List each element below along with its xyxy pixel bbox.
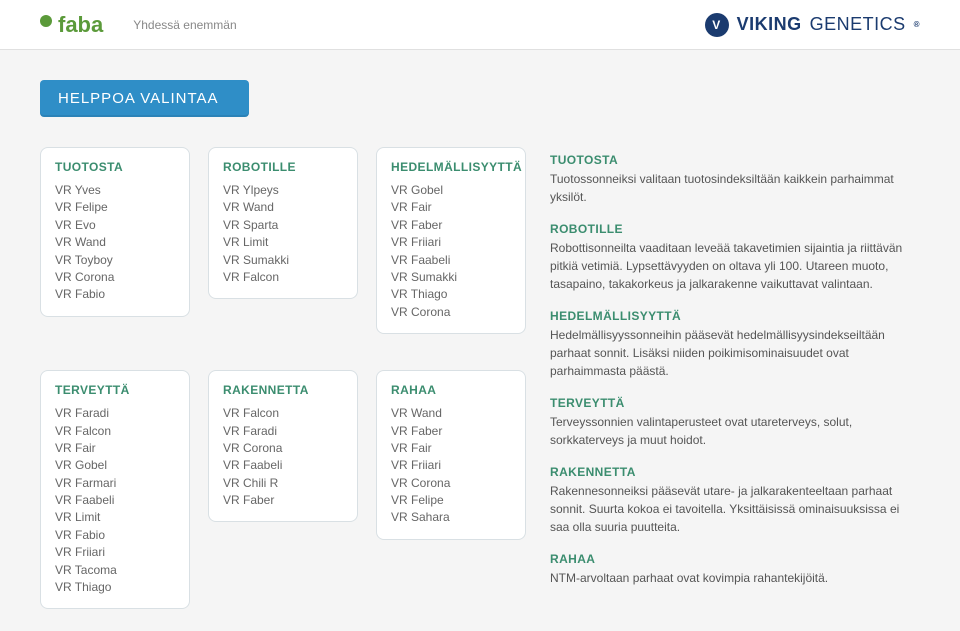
list-item: VR Fabio [55, 527, 175, 544]
list-item: VR Limit [223, 234, 343, 251]
descriptions-column: TUOTOSTA Tuotossonneiksi valitaan tuotos… [544, 147, 920, 601]
top-grid: TUOTOSTA VR YvesVR FelipeVR EvoVR WandVR… [40, 147, 920, 609]
list-item: VR Faabeli [223, 457, 343, 474]
list-item: VR Gobel [391, 182, 511, 199]
list-item: VR Ylpeys [223, 182, 343, 199]
faba-logo-text: faba [58, 12, 103, 38]
list-item: VR Sumakki [391, 269, 511, 286]
desc-title: RAHAA [550, 550, 914, 568]
desc-rakennetta: RAKENNETTA Rakennesonneiksi pääsevät uta… [550, 463, 914, 536]
desc-tuotosta: TUOTOSTA Tuotossonneiksi valitaan tuotos… [550, 151, 914, 206]
list-item: VR Falcon [223, 269, 343, 286]
desc-text: Terveyssonnien valintaperusteet ovat uta… [550, 413, 914, 449]
card-hedelm: HEDELMÄLLISYYTTÄ VR GobelVR FairVR Faber… [376, 147, 526, 334]
list-item: VR Fair [55, 440, 175, 457]
list-item: VR Toyboy [55, 252, 175, 269]
viking-badge-icon: V [705, 13, 729, 37]
list-item: VR Faradi [223, 423, 343, 440]
list-item: VR Wand [223, 199, 343, 216]
list-item: VR Faabeli [55, 492, 175, 509]
card-terveytta: TERVEYTTÄ VR FaradiVR FalconVR FairVR Go… [40, 370, 190, 609]
desc-title: TUOTOSTA [550, 151, 914, 169]
list-item: VR Faradi [55, 405, 175, 422]
viking-logo-bold: VIKING [737, 14, 802, 35]
list-item: VR Gobel [55, 457, 175, 474]
list-item: VR Wand [55, 234, 175, 251]
list-item: VR Tacoma [55, 562, 175, 579]
list-item: VR Sparta [223, 217, 343, 234]
card-title: ROBOTILLE [223, 160, 343, 174]
desc-title: HEDELMÄLLISYYTTÄ [550, 307, 914, 325]
desc-robotille: ROBOTILLE Robottisonneilta vaaditaan lev… [550, 220, 914, 293]
faba-dot-icon [40, 15, 52, 27]
page-content: HELPPOA VALINTAA TUOTOSTA VR YvesVR Feli… [0, 50, 960, 629]
desc-text: Hedelmällisyyssonneihin pääsevät hedelmä… [550, 326, 914, 380]
list-item: VR Corona [223, 440, 343, 457]
list-item: VR Falcon [223, 405, 343, 422]
list-item: VR Farmari [55, 475, 175, 492]
list-item: VR Faber [391, 423, 511, 440]
list-item: VR Thiago [391, 286, 511, 303]
list-item: VR Sahara [391, 509, 511, 526]
list-item: VR Evo [55, 217, 175, 234]
desc-terveytta: TERVEYTTÄ Terveyssonnien valintaperustee… [550, 394, 914, 449]
list-item: VR Corona [391, 304, 511, 321]
card-rahaa: RAHAA VR WandVR FaberVR FairVR FriiariVR… [376, 370, 526, 540]
viking-logo-thin: GENETICS [810, 14, 906, 35]
card-title: RAHAA [391, 383, 511, 397]
page-header: faba Yhdessä enemmän V VIKING GENETICS ® [0, 0, 960, 50]
card-list: VR FaradiVR FalconVR FairVR GobelVR Farm… [55, 405, 175, 596]
list-item: VR Friiari [55, 544, 175, 561]
viking-registered-icon: ® [914, 20, 920, 29]
card-title: HEDELMÄLLISYYTTÄ [391, 160, 511, 174]
desc-title: ROBOTILLE [550, 220, 914, 238]
viking-logo: V VIKING GENETICS ® [705, 13, 920, 37]
list-item: VR Friiari [391, 457, 511, 474]
list-item: VR Fabio [55, 286, 175, 303]
list-item: VR Friiari [391, 234, 511, 251]
card-rakennetta: RAKENNETTA VR FalconVR FaradiVR CoronaVR… [208, 370, 358, 522]
desc-text: Tuotossonneiksi valitaan tuotosindeksilt… [550, 170, 914, 206]
list-item: VR Thiago [55, 579, 175, 596]
card-title: TUOTOSTA [55, 160, 175, 174]
card-list: VR WandVR FaberVR FairVR FriiariVR Coron… [391, 405, 511, 527]
card-list: VR FalconVR FaradiVR CoronaVR FaabeliVR … [223, 405, 343, 509]
card-tuotosta: TUOTOSTA VR YvesVR FelipeVR EvoVR WandVR… [40, 147, 190, 317]
card-robotille: ROBOTILLE VR YlpeysVR WandVR SpartaVR Li… [208, 147, 358, 299]
card-list: VR YvesVR FelipeVR EvoVR WandVR ToyboyVR… [55, 182, 175, 304]
list-item: VR Faber [391, 217, 511, 234]
header-left: faba Yhdessä enemmän [40, 12, 237, 38]
list-item: VR Corona [55, 269, 175, 286]
list-item: VR Faber [223, 492, 343, 509]
list-item: VR Felipe [391, 492, 511, 509]
card-title: TERVEYTTÄ [55, 383, 175, 397]
card-list: VR YlpeysVR WandVR SpartaVR LimitVR Suma… [223, 182, 343, 286]
section-banner: HELPPOA VALINTAA [40, 80, 249, 117]
list-item: VR Limit [55, 509, 175, 526]
list-item: VR Chili R [223, 475, 343, 492]
list-item: VR Falcon [55, 423, 175, 440]
desc-text: NTM-arvoltaan parhaat ovat kovimpia raha… [550, 569, 914, 587]
card-title: RAKENNETTA [223, 383, 343, 397]
faba-logo: faba [40, 12, 103, 38]
desc-title: RAKENNETTA [550, 463, 914, 481]
list-item: VR Felipe [55, 199, 175, 216]
desc-hedelm: HEDELMÄLLISYYTTÄ Hedelmällisyyssonneihin… [550, 307, 914, 380]
list-item: VR Faabeli [391, 252, 511, 269]
header-tagline: Yhdessä enemmän [133, 18, 236, 32]
list-item: VR Fair [391, 440, 511, 457]
list-item: VR Fair [391, 199, 511, 216]
desc-text: Robottisonneilta vaaditaan leveää takave… [550, 239, 914, 293]
desc-title: TERVEYTTÄ [550, 394, 914, 412]
desc-rahaa: RAHAA NTM-arvoltaan parhaat ovat kovimpi… [550, 550, 914, 587]
list-item: VR Corona [391, 475, 511, 492]
desc-text: Rakennesonneiksi pääsevät utare- ja jalk… [550, 482, 914, 536]
list-item: VR Sumakki [223, 252, 343, 269]
card-list: VR GobelVR FairVR FaberVR FriiariVR Faab… [391, 182, 511, 321]
list-item: VR Yves [55, 182, 175, 199]
list-item: VR Wand [391, 405, 511, 422]
